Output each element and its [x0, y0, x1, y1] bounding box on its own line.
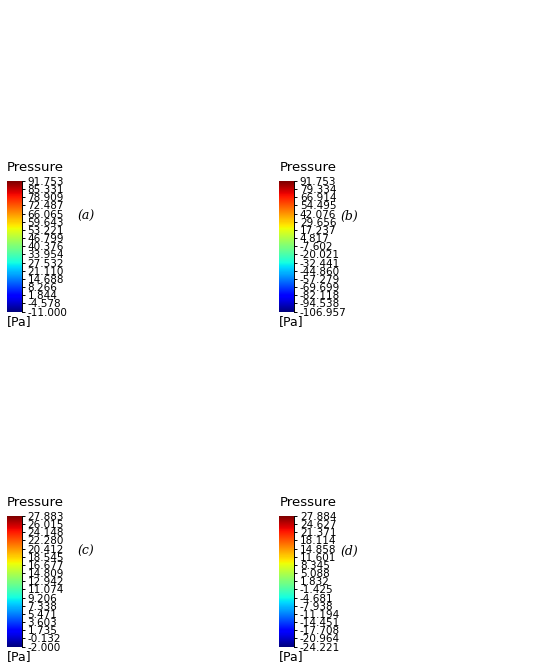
Text: (c): (c)	[78, 545, 94, 557]
Text: [Pa]: [Pa]	[280, 650, 304, 663]
Text: (d): (d)	[340, 545, 358, 557]
Text: (a): (a)	[78, 210, 95, 222]
Text: [Pa]: [Pa]	[280, 315, 304, 328]
Text: [Pa]: [Pa]	[7, 650, 32, 663]
Text: [Pa]: [Pa]	[7, 315, 32, 328]
Text: Pressure: Pressure	[280, 161, 336, 174]
Text: Pressure: Pressure	[280, 496, 336, 509]
Text: Pressure: Pressure	[7, 496, 64, 509]
Text: Pressure: Pressure	[7, 161, 64, 174]
Text: (b): (b)	[340, 210, 358, 222]
